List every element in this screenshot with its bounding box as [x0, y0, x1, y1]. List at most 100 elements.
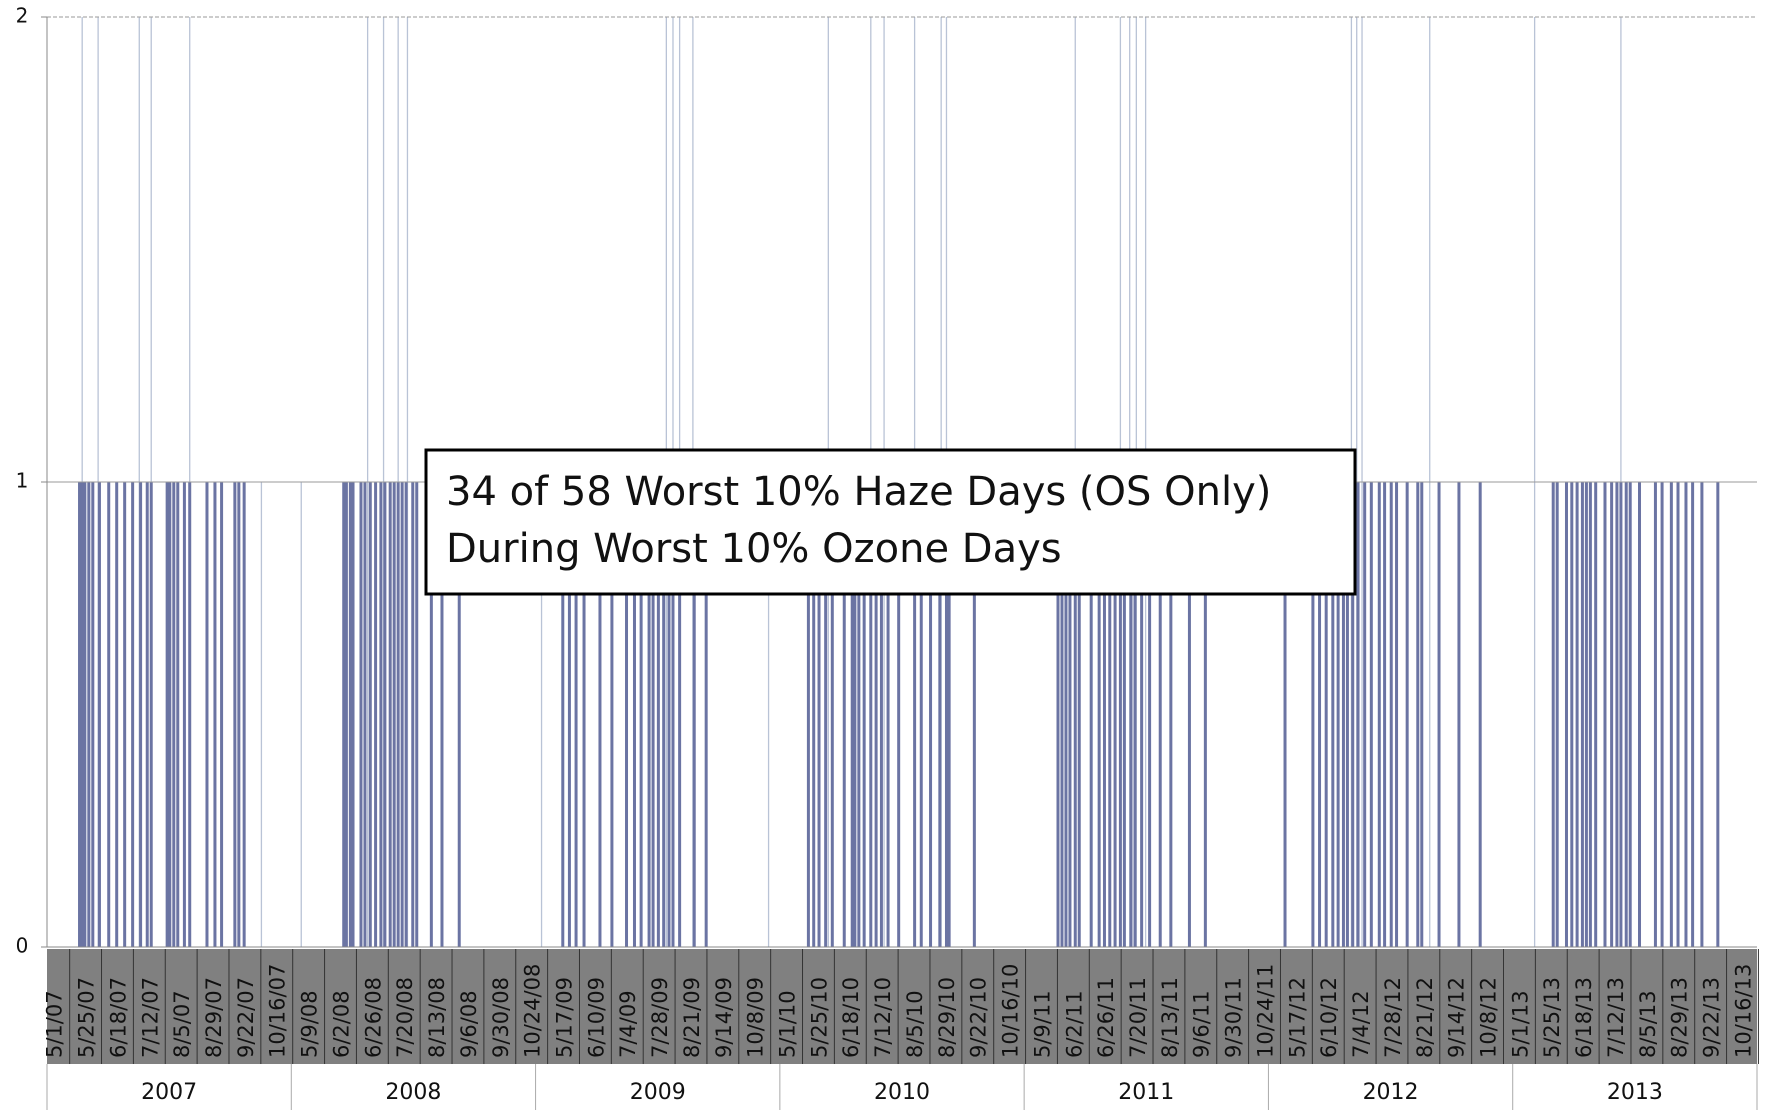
bar: [692, 482, 696, 947]
bar: [1669, 482, 1673, 947]
x-tick-label: 6/10/09: [584, 977, 608, 1058]
bar: [1716, 482, 1720, 947]
bar: [1118, 482, 1122, 947]
bar: [817, 482, 821, 947]
x-tick-label: 5/17/09: [552, 977, 576, 1058]
bar: [1603, 482, 1607, 947]
bar: [1570, 482, 1574, 947]
x-tick-label: 8/13/11: [1158, 977, 1182, 1058]
bar: [806, 482, 810, 947]
annotation: 34 of 58 Worst 10% Haze Days (OS Only): [446, 469, 1271, 515]
x-tick-label: 9/6/11: [1190, 990, 1214, 1058]
bar: [379, 482, 383, 947]
x-tick-label: 8/29/07: [202, 977, 226, 1058]
bar: [567, 482, 571, 947]
bar: [632, 482, 636, 947]
bar: [1369, 482, 1373, 947]
bar: [1169, 482, 1173, 947]
bar: [1064, 482, 1068, 947]
x-tick-label: 6/26/08: [361, 977, 385, 1058]
bar: [1056, 482, 1060, 947]
x-tick-label: 7/12/07: [138, 977, 162, 1058]
bar: [1187, 482, 1191, 947]
x-tick-label: 5/1/07: [43, 990, 67, 1058]
x-tick-label: 6/2/11: [1062, 990, 1086, 1058]
annotation: During Worst 10% Ozone Days: [446, 526, 1062, 572]
bar: [411, 482, 415, 947]
bar: [1324, 482, 1328, 947]
annotation-box: [424, 448, 1357, 596]
x-tick-label: 5/1/13: [1508, 990, 1532, 1058]
bar: [396, 482, 400, 947]
bar: [647, 482, 651, 947]
bar: [168, 482, 172, 947]
x-tick-label: 5/25/10: [807, 977, 831, 1058]
bar: [97, 482, 101, 947]
bar: [651, 482, 655, 947]
bar: [897, 482, 901, 947]
bar: [1341, 482, 1345, 947]
x-tick-label: 6/10/12: [1317, 977, 1341, 1058]
x-tick-label: 7/12/13: [1604, 977, 1628, 1058]
bar: [869, 482, 873, 947]
x-tick-label: 8/21/12: [1413, 977, 1437, 1058]
x-tick-label: 9/30/11: [1222, 977, 1246, 1058]
x-tick-label: 9/6/08: [457, 990, 481, 1058]
bar: [1133, 482, 1137, 947]
bar: [913, 482, 917, 947]
bar: [824, 482, 828, 947]
bar: [242, 482, 246, 947]
x-tick-label: 7/12/10: [871, 977, 895, 1058]
y-tick-label: 1: [16, 469, 29, 493]
x-tick-label: 7/4/09: [616, 990, 640, 1058]
year-label: 2013: [1607, 1080, 1663, 1105]
bar: [1383, 482, 1387, 947]
bar: [131, 482, 135, 947]
bar: [83, 482, 87, 947]
x-tick-label: 9/14/09: [712, 977, 736, 1058]
bar: [237, 482, 241, 947]
year-label: 2008: [385, 1080, 441, 1105]
bar: [457, 482, 461, 947]
bar: [392, 482, 396, 947]
bar: [1420, 482, 1424, 947]
bar: [862, 482, 866, 947]
bar: [1351, 482, 1355, 947]
x-tick-label: 6/18/13: [1572, 977, 1596, 1058]
bar: [1588, 482, 1592, 947]
x-tick-label: 8/5/13: [1636, 990, 1660, 1058]
bar: [1283, 482, 1287, 947]
x-tick-label: 8/13/08: [425, 977, 449, 1058]
bar: [388, 482, 392, 947]
bar: [1700, 482, 1704, 947]
bar: [359, 482, 363, 947]
x-tick-label: 10/8/12: [1477, 977, 1501, 1058]
bar: [842, 482, 846, 947]
bar: [188, 482, 192, 947]
bar: [1158, 482, 1162, 947]
bar: [1148, 482, 1152, 947]
x-tick-label: 6/18/07: [106, 977, 130, 1058]
bar: [929, 482, 933, 947]
year-label: 2007: [141, 1080, 197, 1105]
bar: [1660, 482, 1664, 947]
bar: [662, 482, 666, 947]
x-tick-label: 9/22/13: [1700, 977, 1724, 1058]
bar: [1555, 482, 1559, 947]
bar: [165, 482, 169, 947]
y-tick-label: 0: [16, 934, 29, 958]
bar: [767, 482, 770, 947]
bar: [1684, 482, 1688, 947]
bar: [1077, 482, 1081, 947]
bar: [879, 482, 883, 947]
bar: [1580, 482, 1584, 947]
bar: [220, 482, 224, 947]
bar: [919, 482, 923, 947]
bar: [368, 482, 372, 947]
bar: [176, 482, 180, 947]
year-label: 2010: [874, 1080, 930, 1105]
bar: [812, 482, 816, 947]
bar: [850, 482, 854, 947]
bar: [1478, 482, 1482, 947]
bar: [1395, 482, 1399, 947]
